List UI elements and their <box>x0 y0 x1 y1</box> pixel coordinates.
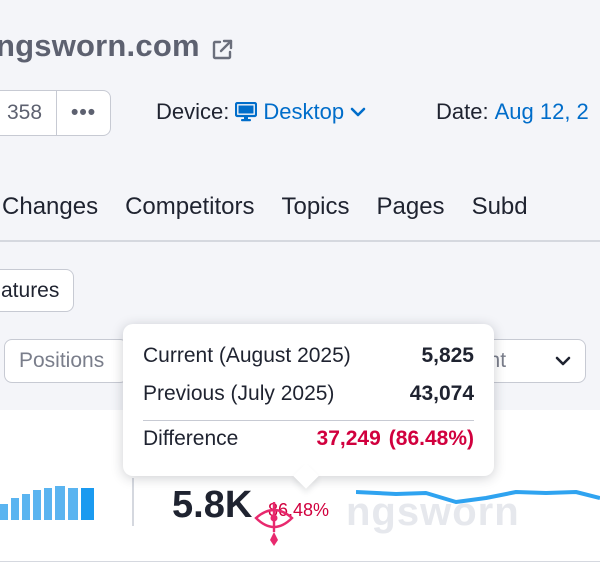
device-value: Desktop <box>263 99 345 124</box>
date-label: Date: <box>436 99 489 124</box>
tab-competitors[interactable]: Competitors <box>125 193 255 220</box>
metric-change: 86.48% <box>268 500 330 520</box>
domain-title: ngsworn.com <box>0 28 234 64</box>
trend-line <box>356 490 600 504</box>
toolbar-button-group: 358 ••• <box>0 90 112 136</box>
date-selector[interactable]: Date: Aug 12, 2 <box>436 99 589 125</box>
device-selector[interactable]: Device: Desktop <box>156 99 366 125</box>
more-options-button[interactable]: ••• <box>56 91 110 135</box>
mini-bar <box>33 490 41 520</box>
date-value[interactable]: Aug 12, 2 <box>494 99 589 124</box>
current-label: Current (August 2025) <box>143 344 351 367</box>
keywords-metric: 5.8K <box>172 484 253 526</box>
previous-label: Previous (July 2025) <box>143 382 335 405</box>
mini-bar <box>0 504 8 520</box>
domain-name: ngsworn.com <box>0 28 200 63</box>
mini-bar-chart <box>0 486 94 520</box>
marker-icon[interactable] <box>252 496 296 548</box>
mini-bar <box>68 488 78 520</box>
difference-label: Difference <box>143 427 239 450</box>
previous-value: 43,074 <box>409 382 474 405</box>
tooltip-separator <box>143 420 474 421</box>
report-tabs: n Changes Competitors Topics Pages Subd <box>0 193 600 221</box>
tooltip-row-difference: Difference 37,249 (86.48%) <box>143 427 474 465</box>
device-dropdown[interactable]: Desktop <box>235 99 366 125</box>
mini-bar <box>81 488 94 520</box>
chevron-down-icon <box>555 356 571 366</box>
device-label: Device: <box>156 99 230 124</box>
monitor-icon <box>235 102 258 122</box>
mini-bar <box>55 486 65 520</box>
difference-amount: 37,249 <box>316 427 381 450</box>
tab-subdomains[interactable]: Subd <box>471 193 528 220</box>
tooltip-row-previous: Previous (July 2025) 43,074 <box>143 382 474 420</box>
tooltip-row-current: Current (August 2025) 5,825 <box>143 344 474 382</box>
tab-topics[interactable]: Topics <box>281 193 350 220</box>
current-value: 5,825 <box>421 344 474 367</box>
external-link-icon[interactable] <box>210 34 234 60</box>
positions-filter-button[interactable]: Positions <box>4 339 128 383</box>
difference-value: 37,249 (86.48%) <box>317 427 474 451</box>
chevron-down-icon <box>350 107 366 117</box>
summary-divider <box>132 478 134 526</box>
mini-bar <box>22 494 30 520</box>
tab-pages[interactable]: Pages <box>376 193 445 220</box>
mini-bar <box>44 488 52 520</box>
mini-bar <box>11 498 19 520</box>
card-bottom-divider <box>0 561 600 562</box>
tab-position-changes[interactable]: n Changes <box>0 193 99 220</box>
count-button[interactable]: 358 <box>7 101 43 124</box>
tabs-divider <box>0 240 600 242</box>
comparison-tooltip: Current (August 2025) 5,825 Previous (Ju… <box>123 324 494 476</box>
serp-features-button[interactable]: atures <box>0 269 75 312</box>
difference-percent: (86.48%) <box>388 427 474 450</box>
